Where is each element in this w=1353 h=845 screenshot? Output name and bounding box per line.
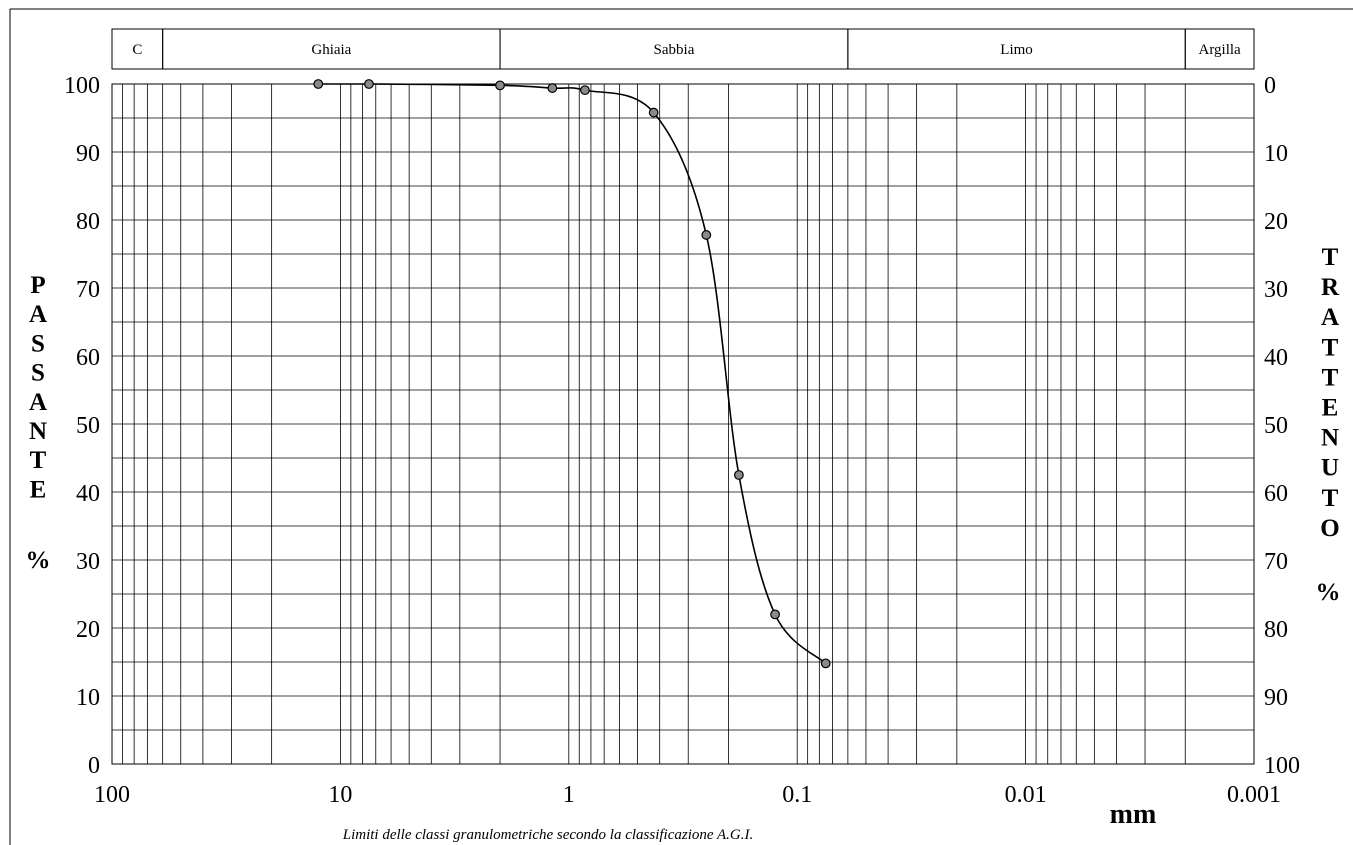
y-right-title-letter: E: [1322, 395, 1339, 422]
y-right-title-letter: T: [1322, 244, 1339, 271]
y-right-tick-label: 50: [1264, 413, 1288, 439]
y-right-tick-label: 20: [1264, 209, 1288, 235]
y-right-title-letter: N: [1321, 425, 1339, 452]
y-right-title-letter: R: [1321, 274, 1340, 301]
data-points: [313, 79, 831, 669]
y-right-tick-label: 100: [1264, 753, 1300, 779]
y-left-title-letter: P: [30, 272, 45, 299]
data-point: [547, 83, 558, 93]
y-left-tick-label: 10: [76, 685, 100, 711]
y-left-title-letter: T: [30, 447, 47, 474]
x-tick-label: 10: [328, 782, 352, 808]
data-point: [820, 658, 831, 669]
y-left-tick-label: 100: [64, 73, 100, 99]
band-label: Limo: [1000, 42, 1033, 58]
y-left-tick-label: 20: [76, 617, 100, 643]
y-right-tick-label: 80: [1264, 617, 1288, 643]
y-left-title-letter: A: [29, 389, 47, 416]
y-right-unit: %: [1316, 579, 1341, 606]
y-right-tick-label: 10: [1264, 141, 1288, 167]
y-left-tick-label: 40: [76, 481, 100, 507]
y-right-tick-label: 70: [1264, 549, 1288, 575]
y-left-tick-label: 90: [76, 141, 100, 167]
y-left-title-letter: S: [31, 330, 45, 357]
y-left-tick-label: 50: [76, 413, 100, 439]
y-left-tick-label: 30: [76, 549, 100, 575]
data-point: [733, 470, 744, 480]
y-left-unit: %: [26, 547, 51, 574]
y-right-tick-label: 90: [1264, 685, 1288, 711]
y-right-tick-label: 0: [1264, 73, 1276, 99]
classification-bands: C Ghiaia Sabbia Limo Argilla: [111, 28, 1255, 70]
y-left-tick-label: 80: [76, 209, 100, 235]
data-point: [313, 79, 324, 89]
y-right-title-letter: T: [1322, 334, 1339, 361]
plot-frame: [111, 83, 1255, 765]
y-left-title-letter: E: [30, 476, 47, 503]
y-right-title-letter: O: [1320, 515, 1339, 542]
y-right-title-letter: A: [1321, 304, 1339, 331]
y-left-title-letter: N: [29, 418, 47, 445]
data-point: [648, 107, 659, 118]
footnote: Limiti delle classi granulometriche seco…: [342, 827, 754, 843]
band-box: [1184, 28, 1255, 70]
y-right-tick-label: 60: [1264, 481, 1288, 507]
outer-frame: [9, 8, 1353, 845]
band-label: Argilla: [1199, 42, 1242, 58]
data-point: [770, 609, 780, 620]
x-tick-label: 1: [563, 782, 575, 808]
x-tick-label: 100: [94, 782, 130, 808]
y-right-title-letter: U: [1321, 455, 1339, 482]
y-left-tick-label: 0: [88, 753, 100, 779]
band-label: C: [132, 42, 142, 58]
x-tick-label: 0.001: [1227, 782, 1281, 808]
x-tick-labels: 100 10 1 0.1 0.01 0.001: [94, 782, 1281, 808]
x-unit: mm: [1110, 799, 1157, 830]
y-left-tick-labels: 0 10 20 30 40 50 60 70 80 90 100: [64, 73, 100, 779]
data-point: [701, 230, 712, 240]
grading-curve: [318, 83, 827, 664]
data-point: [495, 80, 505, 91]
y-right-title-letter: T: [1322, 364, 1339, 391]
band-label: Ghiaia: [311, 42, 351, 58]
y-left-title-letter: S: [31, 360, 45, 387]
data-point: [580, 85, 590, 96]
y-left-title-letter: A: [29, 301, 47, 328]
band-label: Sabbia: [654, 42, 695, 58]
y-left-tick-label: 70: [76, 277, 100, 303]
y-right-tick-label: 30: [1264, 277, 1288, 303]
y-right-tick-label: 40: [1264, 345, 1288, 371]
data-point: [364, 79, 374, 89]
x-tick-label: 0.1: [782, 782, 812, 808]
y-right-title-letter: T: [1322, 485, 1339, 512]
x-tick-label: 0.01: [1005, 782, 1047, 808]
horizontal-gridlines: [112, 117, 1254, 731]
y-left-tick-label: 60: [76, 345, 100, 371]
